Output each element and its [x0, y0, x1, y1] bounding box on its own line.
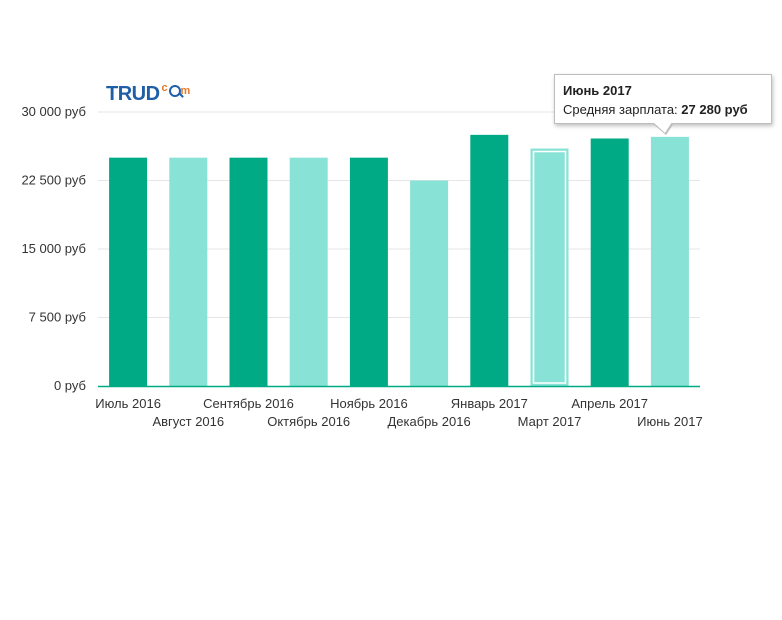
x-tick-label: Декабрь 2016 [387, 414, 470, 429]
bar [109, 157, 148, 386]
x-tick-label: Март 2017 [518, 414, 582, 429]
y-tick-label: 7 500 руб [29, 310, 86, 325]
y-tick-label: 0 руб [54, 378, 86, 393]
logo-text: TRUD [106, 83, 160, 105]
y-tick-label: 22 500 руб [21, 173, 86, 188]
bar [530, 148, 569, 386]
logo-suffix-m: m [180, 85, 191, 97]
y-tick-label: 15 000 руб [21, 241, 86, 256]
bar [229, 157, 268, 386]
y-axis: 0 руб 7 500 руб 15 000 руб 22 500 руб 30 000… [21, 104, 86, 393]
bar [470, 134, 509, 386]
magnifier-icon [168, 85, 181, 97]
trudcom-logo: TRUD c m [106, 82, 194, 106]
logo-suffix-c: c [161, 82, 168, 94]
bar [349, 157, 388, 386]
bar [590, 138, 629, 386]
x-tick-label: Июль 2016 [95, 396, 161, 411]
tooltip-title: Июнь 2017 [563, 83, 632, 98]
bars [98, 134, 700, 388]
x-tick-label: Июнь 2017 [637, 414, 703, 429]
bar [650, 136, 689, 386]
x-tick-label: Сентябрь 2016 [203, 396, 294, 411]
x-tick-label: Ноябрь 2016 [330, 396, 408, 411]
bar [169, 157, 208, 386]
x-axis: Июль 2016 Август 2016 Сентябрь 2016 Октябрь… [95, 396, 702, 429]
x-tick-label: Апрель 2017 [571, 396, 648, 411]
bar-highlight-outline [532, 150, 567, 384]
tooltip-label: Средняя зарплата: [563, 102, 678, 117]
x-tick-label: Август 2016 [152, 414, 224, 429]
logo-suffix: c m [160, 82, 194, 102]
y-tick-label: 30 000 руб [21, 104, 86, 119]
bar-tooltip: Июнь 2017 Средняя зарплата: 27 280 руб [554, 74, 772, 124]
tooltip-row: Средняя зарплата: 27 280 руб [563, 102, 763, 117]
x-tick-label: Октябрь 2016 [267, 414, 350, 429]
tooltip-pointer-fill [653, 122, 672, 133]
tooltip-value: 27 280 руб [681, 102, 748, 117]
bar [410, 180, 449, 386]
x-tick-label: Январь 2017 [451, 396, 528, 411]
bar [289, 157, 328, 386]
